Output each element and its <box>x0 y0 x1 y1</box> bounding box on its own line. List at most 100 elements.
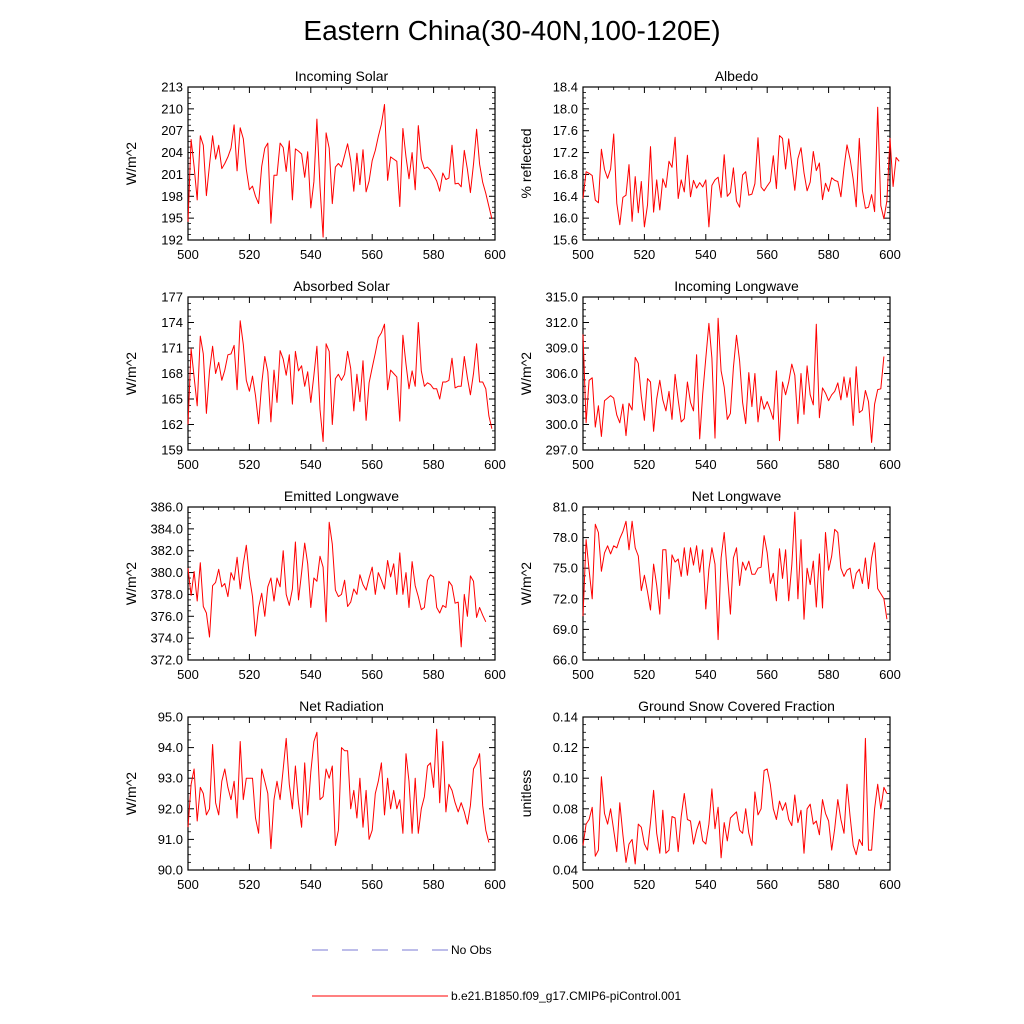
y-tick-label: 81.0 <box>553 500 578 515</box>
x-tick-label: 580 <box>818 877 840 892</box>
x-tick-label: 600 <box>879 667 901 682</box>
legend-label-no-obs: No Obs <box>451 943 492 957</box>
x-tick-label: 540 <box>695 667 717 682</box>
x-tick-label: 580 <box>818 457 840 472</box>
plot-frame <box>187 86 496 241</box>
y-tick-label: 0.06 <box>553 832 578 847</box>
panel-title: Incoming Longwave <box>674 278 799 294</box>
y-tick-label: 386.0 <box>150 500 183 515</box>
plot-frame <box>582 296 891 451</box>
y-tick-label: 78.0 <box>553 530 578 545</box>
x-tick-label: 560 <box>361 877 383 892</box>
y-tick-label: 92.0 <box>158 801 183 816</box>
x-tick-label: 540 <box>695 877 717 892</box>
figure-title: Eastern China(30-40N,100-120E) <box>303 15 720 46</box>
y-tick-label: 69.0 <box>553 622 578 637</box>
x-tick-label: 560 <box>756 877 778 892</box>
y-tick-label: 75.0 <box>553 561 578 576</box>
x-tick-label: 540 <box>300 457 322 472</box>
series-line-picontrol <box>582 106 900 228</box>
y-tick-label: 384.0 <box>150 521 183 536</box>
y-tick-label: 18.0 <box>553 101 578 116</box>
y-tick-label: 380.0 <box>150 565 183 580</box>
y-tick-label: 165 <box>161 392 183 407</box>
x-tick-label: 580 <box>423 247 445 262</box>
x-tick-label: 600 <box>879 457 901 472</box>
panel-ground-snow-covered-fraction: Ground Snow Covered Fraction unitless 0.04… <box>518 698 901 892</box>
panel-title: Net Longwave <box>692 488 782 504</box>
x-tick-label: 500 <box>572 457 594 472</box>
series-line-picontrol <box>582 737 888 865</box>
y-axis-label: % reflected <box>518 128 534 198</box>
plot-frame <box>582 716 891 871</box>
y-tick-label: 95.0 <box>158 710 183 725</box>
x-tick-label: 600 <box>484 667 506 682</box>
y-tick-label: 17.6 <box>553 123 578 138</box>
x-tick-label: 500 <box>177 877 199 892</box>
plot-frame <box>582 506 891 661</box>
x-tick-label: 600 <box>484 457 506 472</box>
x-tick-label: 500 <box>177 247 199 262</box>
series-line-picontrol <box>187 521 487 648</box>
y-tick-label: 72.0 <box>553 591 578 606</box>
x-tick-label: 600 <box>484 247 506 262</box>
y-tick-label: 0.12 <box>553 740 578 755</box>
x-tick-label: 560 <box>361 667 383 682</box>
y-tick-label: 177 <box>161 290 183 305</box>
y-tick-label: 372.0 <box>150 653 183 668</box>
plot-frame <box>187 716 496 871</box>
y-tick-label: 17.2 <box>553 145 578 160</box>
y-axis-label: W/m^2 <box>518 352 534 395</box>
y-tick-label: 376.0 <box>150 609 183 624</box>
panel-albedo: Albedo % reflected 15.6 16.0 16.4 16.8 17.2 17.… <box>518 68 901 262</box>
y-axis-label: W/m^2 <box>123 352 139 395</box>
y-tick-label: 91.0 <box>158 832 183 847</box>
panel-incoming-solar: Incoming Solar W/m^2 192 195 198 201 204 207 210… <box>123 68 506 262</box>
panel-title: Absorbed Solar <box>293 278 390 294</box>
x-tick-label: 500 <box>177 457 199 472</box>
x-tick-label: 500 <box>572 247 594 262</box>
legend-label-picontrol: b.e21.B1850.f09_g17.CMIP6-piControl.001 <box>451 989 681 1003</box>
y-tick-label: 0.14 <box>553 710 578 725</box>
x-tick-label: 540 <box>695 247 717 262</box>
x-tick-label: 500 <box>572 877 594 892</box>
panel-title: Incoming Solar <box>295 68 389 84</box>
y-tick-label: 162 <box>161 417 183 432</box>
y-tick-label: 159 <box>161 443 183 458</box>
panel-grid: Incoming Solar W/m^2 192 195 198 201 204 207 210… <box>123 68 901 892</box>
y-tick-label: 303.0 <box>545 392 578 407</box>
panel-title: Net Radiation <box>299 698 384 714</box>
y-tick-label: 93.0 <box>158 771 183 786</box>
y-tick-label: 16.4 <box>553 189 578 204</box>
y-tick-label: 90.0 <box>158 863 183 878</box>
x-tick-label: 540 <box>300 247 322 262</box>
y-tick-label: 18.4 <box>553 80 578 95</box>
y-tick-label: 315.0 <box>545 290 578 305</box>
x-tick-label: 580 <box>818 247 840 262</box>
x-tick-label: 580 <box>423 457 445 472</box>
panel-title: Albedo <box>715 68 759 84</box>
y-tick-label: 16.0 <box>553 211 578 226</box>
panel-incoming-longwave: Incoming Longwave W/m^2 297.0 300.0 303.0 306… <box>518 278 901 472</box>
series-line-picontrol <box>187 104 493 238</box>
x-tick-label: 540 <box>300 877 322 892</box>
y-tick-label: 312.0 <box>545 315 578 330</box>
x-tick-label: 520 <box>239 667 261 682</box>
panel-emitted-longwave: Emitted Longwave W/m^2 372.0 374.0 376.0 378.… <box>123 488 506 682</box>
y-tick-label: 16.8 <box>553 167 578 182</box>
legend: No Obs b.e21.B1850.f09_g17.CMIP6-piContr… <box>312 943 681 1003</box>
y-tick-label: 168 <box>161 366 183 381</box>
y-tick-label: 201 <box>161 167 183 182</box>
y-tick-label: 374.0 <box>150 631 183 646</box>
x-tick-label: 600 <box>879 247 901 262</box>
y-tick-label: 15.6 <box>553 233 578 248</box>
x-tick-label: 560 <box>756 667 778 682</box>
x-tick-label: 520 <box>239 457 261 472</box>
y-axis-label: W/m^2 <box>518 562 534 605</box>
x-tick-label: 520 <box>239 247 261 262</box>
panel-net-radiation: Net Radiation W/m^2 90.0 91.0 92.0 93.0 94.0 95… <box>123 698 506 892</box>
y-tick-label: 0.08 <box>553 801 578 816</box>
y-axis-label: W/m^2 <box>123 142 139 185</box>
x-tick-label: 560 <box>756 457 778 472</box>
y-tick-label: 174 <box>161 315 183 330</box>
